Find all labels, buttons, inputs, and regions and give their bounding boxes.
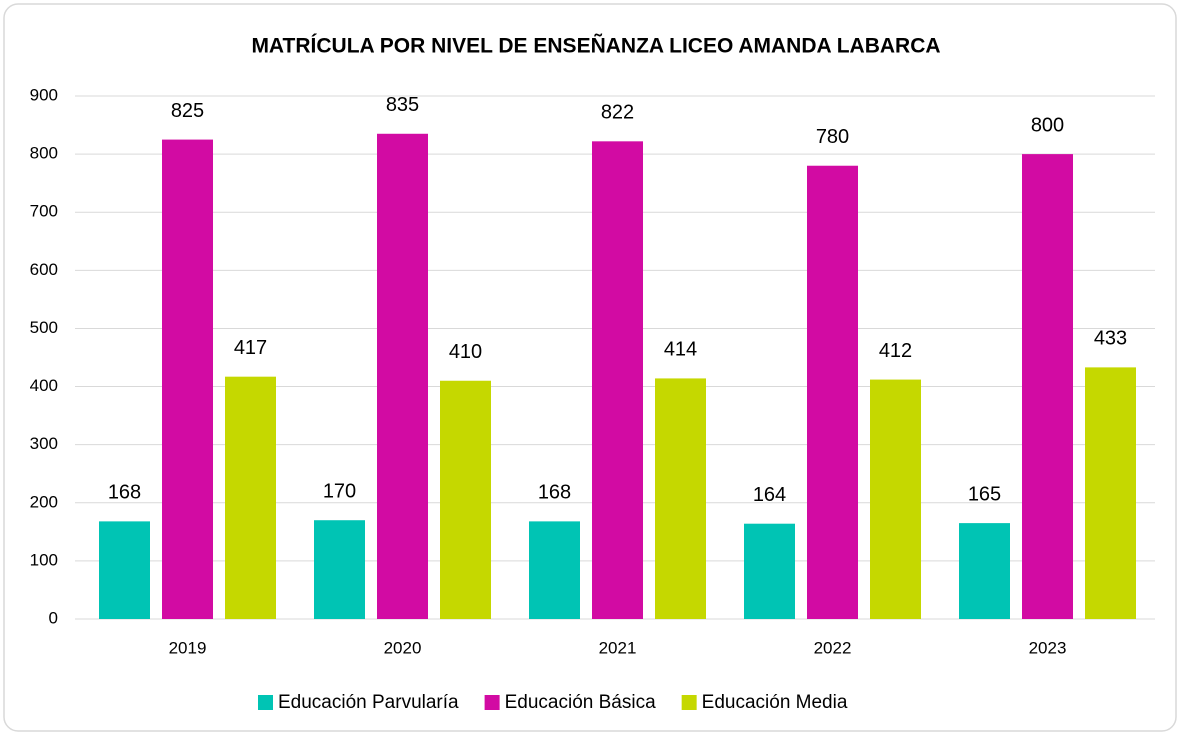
value-label: 417 [234,337,267,359]
value-label: 433 [1094,328,1127,350]
value-label: 168 [538,482,571,504]
value-label: 414 [664,339,697,361]
y-tick-label: 800 [30,144,58,163]
bar [870,379,921,619]
y-tick-label: 700 [30,202,58,221]
bar [162,139,213,620]
bar [529,521,580,619]
bar [959,523,1010,619]
x-tick-label: 2021 [599,638,637,657]
bar [655,378,706,619]
value-label: 835 [386,94,419,116]
bar [807,165,858,619]
value-label: 168 [108,482,141,504]
value-label: 780 [816,126,849,148]
value-label: 800 [1031,114,1064,136]
value-label: 170 [323,480,356,502]
bar [1022,154,1073,619]
bar [99,521,150,619]
value-label: 822 [601,102,634,124]
legend-swatch [681,695,697,710]
bar [377,133,428,619]
bar [225,376,276,619]
legend: Educación Parvularía Educación Básica Educ… [258,692,848,713]
value-label: 412 [879,340,912,362]
bar [314,520,365,619]
legend-swatch [484,695,500,710]
legend-label: Educación Parvularía [278,692,459,713]
value-label: 825 [171,100,204,122]
value-label: 410 [449,341,482,363]
bar [1085,367,1136,619]
legend-label: Educación Media [702,692,848,713]
x-tick-label: 2023 [1029,638,1067,657]
chart-title: MATRÍCULA POR NIVEL DE ENSEÑANZA LICEO A… [251,35,940,58]
legend-label: Educación Básica [505,692,656,713]
y-tick-label: 600 [30,260,58,279]
bar [440,380,491,619]
x-tick-label: 2022 [814,638,852,657]
value-label: 165 [968,483,1001,505]
x-tick-label: 2020 [384,638,422,657]
bar [592,141,643,619]
y-tick-label: 900 [30,85,58,104]
y-tick-label: 500 [30,318,58,337]
x-tick-label: 2019 [169,638,207,657]
legend-swatch [258,695,273,710]
y-tick-label: 300 [30,434,58,453]
y-tick-label: 100 [30,550,58,569]
y-tick-label: 400 [30,376,58,395]
value-label: 164 [753,484,786,506]
bar [744,523,795,619]
y-tick-label: 0 [49,608,58,627]
y-tick-label: 200 [30,492,58,511]
